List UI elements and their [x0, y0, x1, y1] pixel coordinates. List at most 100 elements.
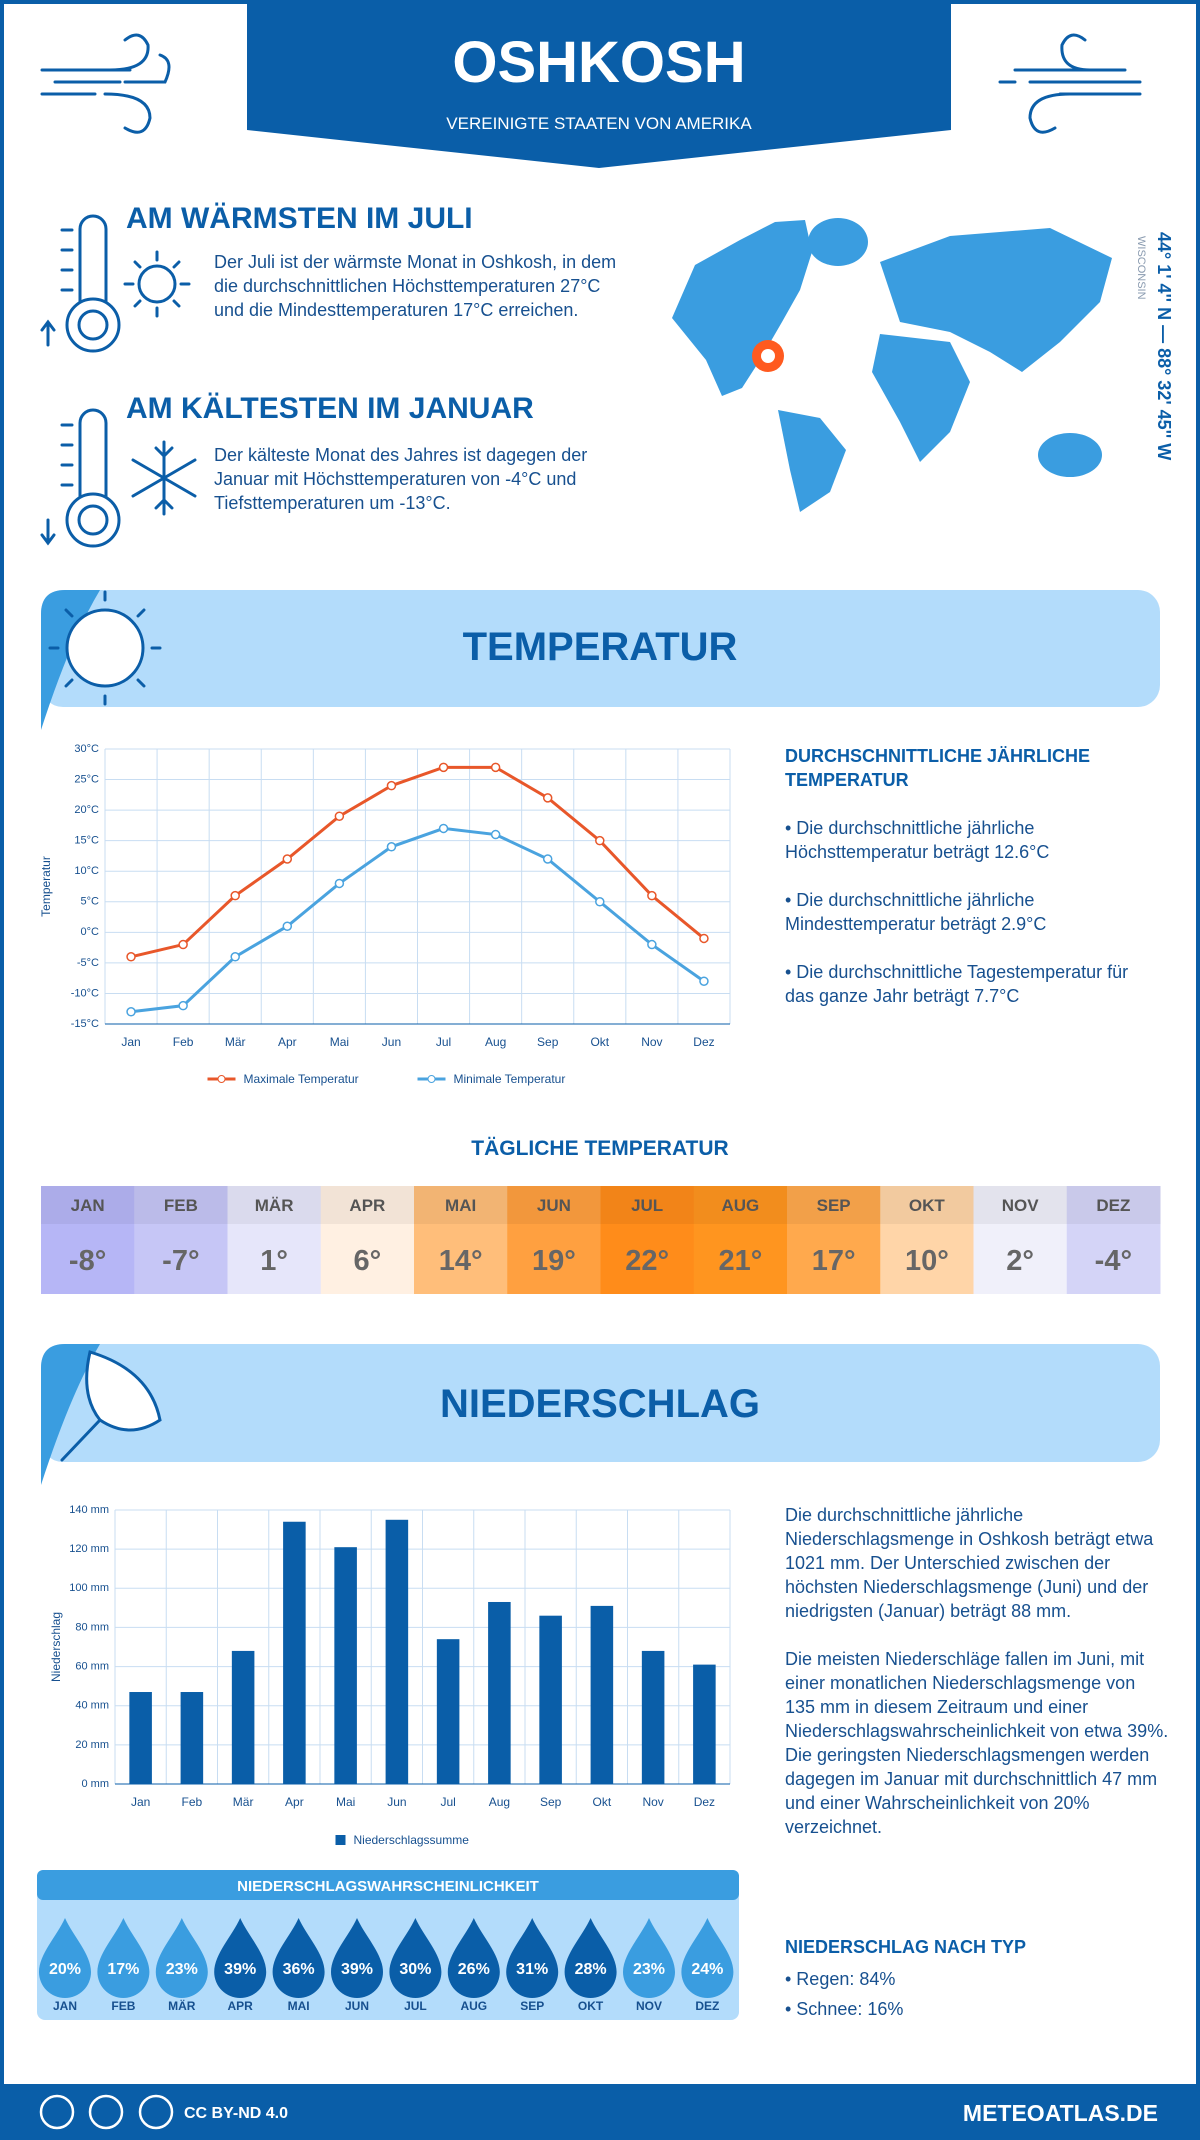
drop-month: NOV — [636, 1999, 662, 2013]
drop — [39, 1918, 91, 1998]
header-box — [247, 0, 951, 168]
daily-month: DEZ — [1096, 1196, 1130, 1215]
point — [438, 823, 449, 834]
y-tick-label: 25°C — [74, 773, 99, 785]
x-tick-label: Jul — [440, 1795, 455, 1809]
daily-month: MÄR — [255, 1196, 294, 1215]
coldest-title: AM KÄLTESTEN IM JANUAR — [126, 392, 534, 425]
drop-month: AUG — [460, 1999, 487, 2013]
daily-month: AUG — [721, 1196, 759, 1215]
drop-value: 28% — [575, 1961, 607, 1978]
drop-value: 17% — [107, 1961, 139, 1978]
drop-value: 39% — [341, 1961, 373, 1978]
y-tick-label: 5°C — [81, 896, 100, 908]
x-tick-label: Nov — [641, 1035, 662, 1049]
drop-month: MÄR — [168, 1998, 196, 2013]
header-title: OSHKOSH — [452, 30, 745, 95]
bar — [693, 1664, 716, 1784]
drop-value: 23% — [166, 1961, 198, 1978]
daily-value: -7° — [162, 1245, 199, 1277]
x-tick-label: Nov — [642, 1795, 663, 1809]
daily-header-shade — [227, 1186, 322, 1224]
drop-value: 23% — [633, 1961, 665, 1978]
bar — [283, 1521, 306, 1784]
drop-value: 39% — [224, 1961, 256, 1978]
daily-cell — [507, 1186, 601, 1294]
bar — [180, 1692, 204, 1784]
section-title: NIEDERSCHLAG — [440, 1382, 760, 1426]
point — [334, 878, 345, 889]
drop-month: DEZ — [695, 1999, 719, 2013]
drop — [389, 1918, 442, 1998]
y-tick-label: 10°C — [74, 865, 99, 877]
bar — [385, 1519, 409, 1784]
x-tick-label: Dez — [693, 1035, 714, 1049]
annual-item: • Die durchschnittliche Tagestemperatur … — [785, 962, 1129, 1006]
point — [647, 939, 657, 950]
point — [699, 933, 709, 944]
x-tick-label: Feb — [173, 1035, 194, 1049]
x-tick-label: Okt — [593, 1795, 612, 1809]
daily-header-shade — [787, 1186, 881, 1224]
drop — [272, 1918, 325, 1998]
point — [647, 890, 657, 901]
x-tick-label: Jul — [436, 1035, 451, 1049]
y-tick-label: 0°C — [81, 926, 100, 938]
point — [126, 1007, 136, 1017]
daily-value: 19° — [532, 1245, 576, 1277]
x-tick-label: Apr — [278, 1035, 297, 1049]
y-axis-label: Niederschlag — [49, 1612, 63, 1682]
drop — [214, 1918, 267, 1998]
bar — [488, 1601, 511, 1784]
bar — [129, 1692, 152, 1784]
y-tick-label: 140 mm — [69, 1504, 109, 1516]
y-tick-label: 120 mm — [69, 1543, 109, 1555]
license-icons — [39, 2094, 174, 2130]
daily-header-shade — [320, 1186, 415, 1224]
y-tick-label: 60 mm — [75, 1660, 109, 1672]
x-tick-label: Jan — [131, 1795, 150, 1809]
precipitation-banner — [41, 1344, 1160, 1462]
section-title: TEMPERATUR — [463, 625, 738, 669]
x-tick-label: Mär — [225, 1035, 246, 1049]
daily-month: OKT — [909, 1196, 946, 1215]
legend-point — [427, 1075, 436, 1083]
drop-month: JAN — [53, 1999, 77, 2013]
daily-cell — [41, 1186, 135, 1294]
drop-value: 31% — [516, 1961, 548, 1978]
annual-item: • Die durchschnittliche jährliche Mindes… — [785, 890, 1047, 934]
wind-icon — [40, 33, 1142, 134]
point — [282, 854, 293, 864]
daily-cell — [600, 1186, 695, 1294]
y-tick-label: 100 mm — [69, 1582, 109, 1594]
drop — [447, 1918, 500, 1998]
bar — [641, 1650, 665, 1784]
daily-header-shade — [414, 1186, 508, 1224]
daily-value: 10° — [905, 1245, 949, 1277]
legend-label: Maximale Temperatur — [244, 1072, 359, 1086]
drop-value: 30% — [399, 1961, 431, 1978]
point — [178, 1000, 188, 1011]
drop-value: 26% — [458, 1961, 490, 1978]
drop-month: SEP — [520, 1999, 544, 2013]
paragraph: Die meisten Niederschläge fallen im Juni… — [785, 1649, 1169, 1837]
license: CC BY-ND 4.0 — [184, 2105, 288, 2122]
drop — [331, 1918, 383, 1998]
probability-box — [37, 1870, 739, 2020]
precipitation-text: Die durchschnittliche jährliche Niedersc… — [785, 1503, 1170, 1863]
drop-month: JUL — [404, 1999, 427, 2013]
drop-month: FEB — [111, 1999, 135, 2013]
daily-header-shade — [41, 1186, 135, 1224]
drop — [623, 1918, 675, 1998]
point — [542, 854, 553, 864]
daily-header-shade — [134, 1186, 228, 1224]
sun-icon — [48, 590, 162, 706]
y-tick-label: 40 mm — [75, 1700, 109, 1712]
daily-title: TÄGLICHE TEMPERATUR — [471, 1137, 728, 1160]
y-tick-label: 30°C — [74, 743, 99, 755]
line — [130, 765, 705, 959]
bar — [231, 1650, 255, 1784]
daily-value: 22° — [625, 1245, 669, 1277]
daily-cell — [1066, 1186, 1161, 1294]
